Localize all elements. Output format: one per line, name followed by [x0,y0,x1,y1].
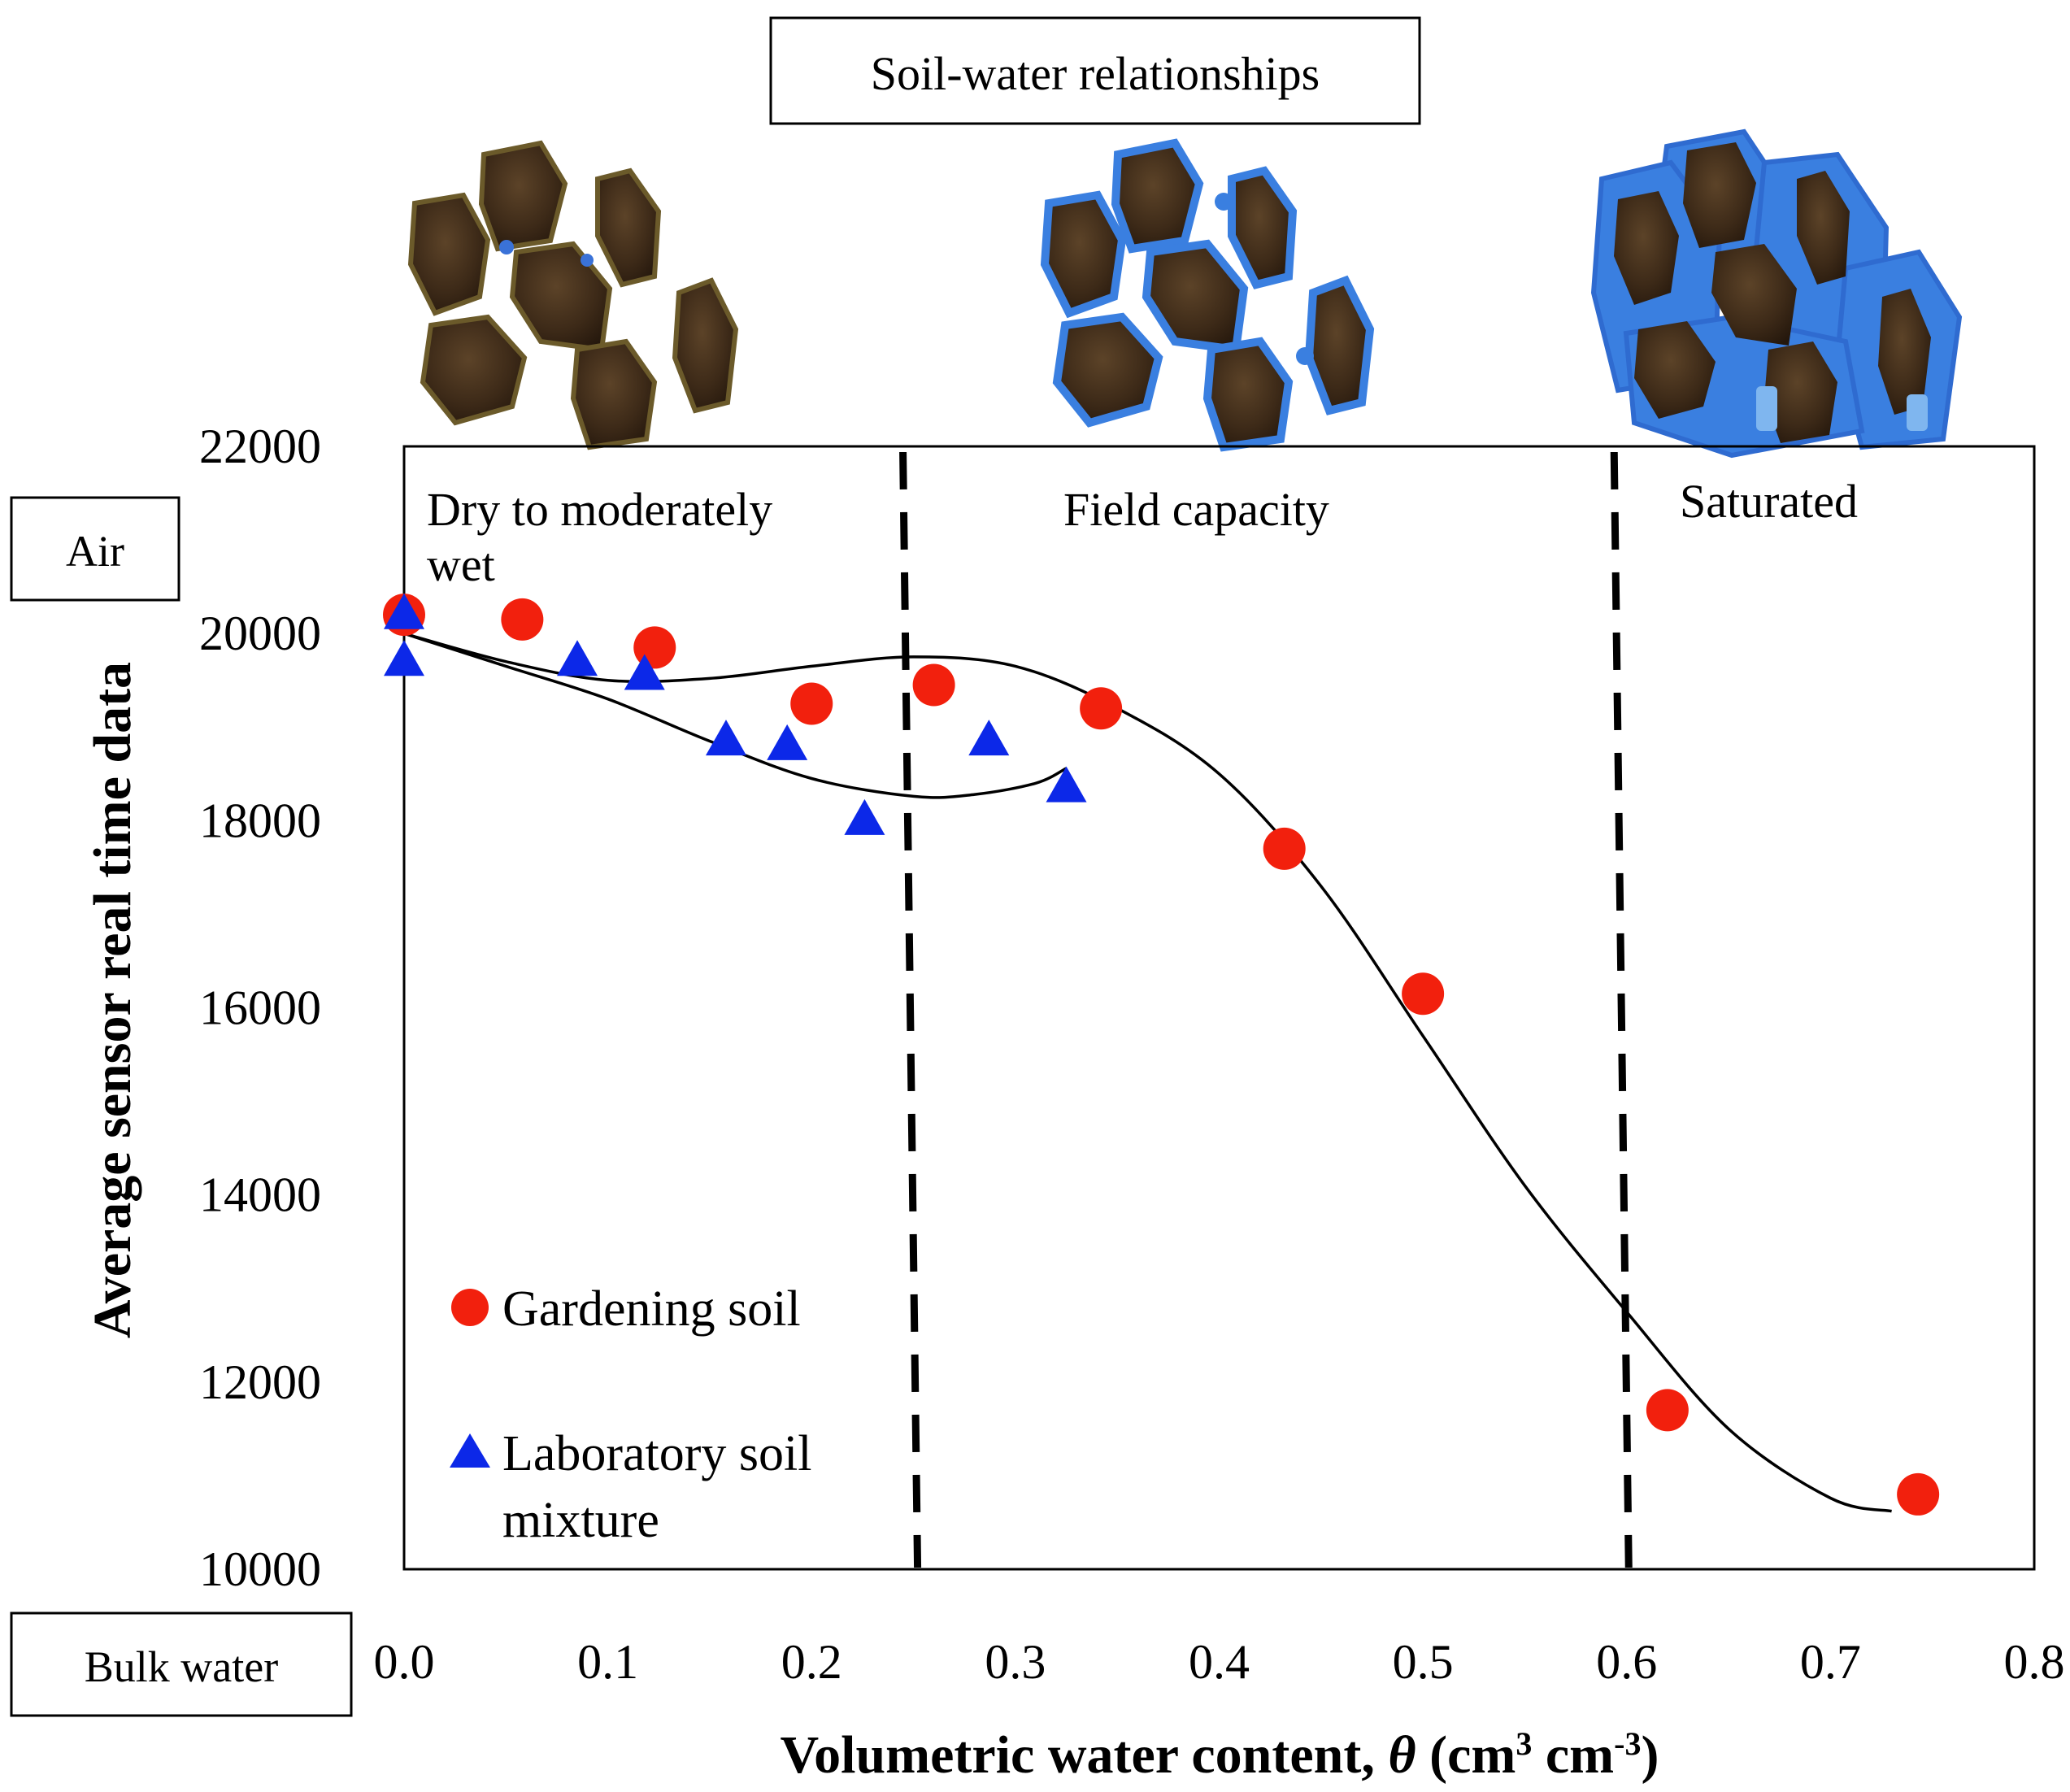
trendline-laboratory-soil [403,632,1068,799]
y-tick-label: 18000 [199,794,321,847]
region-divider-line [1610,451,1633,1568]
y-tick-label: 20000 [199,607,321,660]
title-box: Soil-water relationships [769,16,1421,125]
point-gardening-soil [912,663,955,707]
data-points [383,593,1940,1516]
y-tick-label: 16000 [199,981,321,1035]
point-laboratory-soil [384,593,424,629]
point-gardening-soil [501,598,544,641]
x-tick-label: 0.7 [1800,1635,1861,1689]
point-laboratory-soil [968,720,1010,756]
point-laboratory-soil [384,640,424,676]
region-divider-line [899,451,922,1568]
bulk-water-label: Bulk water [85,1642,278,1691]
point-gardening-soil [790,682,833,725]
trendlines [403,632,1892,1513]
point-gardening-soil [1402,972,1445,1016]
legend-marker-laboratory-soil [450,1433,490,1468]
air-label-box: Air [10,496,180,602]
region-labels: Dry to moderately wet Field capacity Sat… [427,475,1858,591]
point-gardening-soil [1263,827,1306,870]
y-tick-label: 22000 [199,420,321,473]
y-tick-label: 10000 [199,1542,321,1596]
region-label-saturated: Saturated [1680,475,1858,528]
region-label-dry: Dry to moderately wet [427,483,785,591]
x-tick-label: 0.2 [781,1635,842,1689]
point-laboratory-soil [844,798,885,835]
x-axis-ticks: 0.0 0.1 0.2 0.3 0.4 0.5 0.6 0.7 0.8 [374,1635,2065,1689]
trendline-gardening-soil [403,632,1892,1513]
x-tick-label: 0.1 [577,1635,638,1689]
point-laboratory-soil [705,720,746,756]
plot-area [402,445,2036,1571]
legend-label-laboratory-soil: Laboratory soil mixture [502,1426,824,1548]
x-tick-label: 0.3 [985,1635,1046,1689]
y-axis-ticks: 22000 20000 18000 16000 14000 12000 10000 [199,420,321,1596]
point-gardening-soil [1646,1389,1689,1432]
y-axis-title: Average sensor real time data [83,662,142,1338]
legend-label-gardening-soil: Gardening soil [502,1281,801,1337]
x-tick-label: 0.5 [1393,1635,1454,1689]
dry-soil-aggregates-icon [407,140,739,450]
chart-title: Soil-water relationships [871,47,1320,100]
y-tick-label: 12000 [199,1355,321,1409]
legend: Gardening soil Laboratory soil mixture [450,1281,824,1548]
point-laboratory-soil [624,654,665,690]
bulk-water-label-box: Bulk water [10,1611,353,1717]
x-tick-label: 0.8 [2004,1635,2065,1689]
legend-marker-gardening-soil [451,1289,489,1326]
point-laboratory-soil [767,724,808,760]
point-gardening-soil [1897,1472,1940,1516]
x-tick-label: 0.4 [1189,1635,1250,1689]
y-tick-label: 14000 [199,1168,321,1222]
point-laboratory-soil [557,640,598,676]
point-gardening-soil [1080,687,1123,730]
air-label: Air [66,527,124,576]
x-tick-label: 0.6 [1596,1635,1657,1689]
field-capacity-soil-aggregates-icon [1040,138,1375,452]
region-dividers [899,451,1633,1568]
x-tick-label: 0.0 [374,1635,435,1689]
x-axis-title: Volumetric water content, θ (cm3 cm-3) [781,1725,1659,1785]
saturated-soil-aggregates-icon [1590,128,1963,459]
point-laboratory-soil [1046,766,1087,802]
region-label-field-capacity: Field capacity [1063,483,1329,536]
